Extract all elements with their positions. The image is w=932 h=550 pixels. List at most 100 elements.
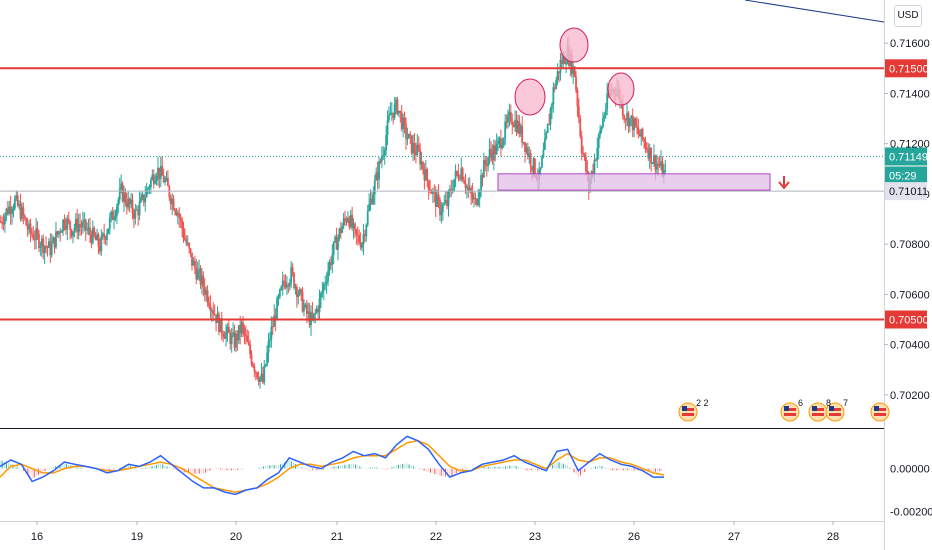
time-tick-label: 22	[430, 531, 442, 543]
candle	[120, 174, 123, 194]
candle	[201, 267, 203, 295]
candle	[365, 223, 368, 242]
candle-body	[242, 322, 244, 328]
candle-body	[117, 199, 120, 207]
candle-body	[585, 156, 587, 172]
candle	[295, 284, 298, 308]
candle	[453, 179, 456, 193]
candle-body	[32, 234, 35, 240]
current-price-tag-bg	[885, 147, 927, 166]
candle-body	[579, 118, 582, 137]
candle	[233, 324, 236, 352]
candle	[322, 282, 325, 301]
candle-body	[349, 214, 352, 227]
candle-body	[53, 237, 56, 248]
candle-body	[440, 212, 443, 216]
flag-stripe	[812, 408, 824, 411]
candle	[341, 223, 344, 234]
candle	[468, 177, 471, 193]
candle-body	[372, 194, 375, 204]
candle-body	[294, 286, 297, 288]
candle	[134, 203, 137, 225]
time-axis[interactable]: 16 19 20 21 22 23 26 27 28	[31, 521, 839, 543]
candle-body	[161, 166, 164, 176]
candle-body	[168, 186, 171, 198]
candle-body	[633, 118, 636, 131]
candle-body	[586, 171, 589, 173]
candle-body	[135, 209, 138, 211]
candle	[572, 60, 575, 84]
candle	[311, 301, 314, 321]
candle-body	[422, 161, 424, 170]
candle	[626, 101, 628, 126]
candle	[298, 286, 301, 297]
candle-body	[101, 233, 104, 236]
candle	[558, 71, 560, 83]
candle	[631, 108, 634, 138]
candle-body	[64, 225, 67, 230]
candle-body	[478, 191, 481, 199]
candle-body	[443, 203, 446, 205]
candle-body	[484, 160, 487, 165]
candle	[213, 304, 216, 316]
flag-stripe	[812, 413, 824, 416]
candle-body	[290, 267, 293, 283]
macd-axis[interactable]: 0.00000 -0.00200	[890, 464, 932, 519]
candle	[189, 247, 192, 258]
candle	[104, 235, 107, 246]
candle	[103, 223, 106, 244]
candle-body	[426, 169, 429, 181]
candle-body	[157, 167, 159, 177]
candle	[655, 154, 658, 174]
candle	[191, 252, 193, 271]
candle	[28, 219, 30, 235]
candle	[218, 311, 220, 336]
candle-body	[504, 121, 507, 139]
candle	[376, 161, 379, 190]
candle-body	[464, 183, 467, 188]
candle-body	[193, 260, 196, 268]
candle	[552, 82, 555, 113]
candle-body	[186, 243, 189, 245]
candle-body	[304, 304, 307, 307]
candle-body	[522, 142, 525, 144]
candle-body	[519, 125, 522, 134]
candle-body	[175, 211, 178, 216]
event-marker	[808, 402, 828, 422]
trend-line	[744, 0, 885, 23]
candle-body	[142, 194, 145, 203]
candle-body	[575, 76, 577, 91]
candle	[324, 275, 327, 291]
candle-body	[131, 199, 134, 213]
currency-button[interactable]: USD	[894, 5, 922, 27]
candle	[492, 139, 495, 171]
candle	[636, 116, 638, 135]
macd-pane[interactable]	[0, 435, 665, 496]
candle	[246, 329, 249, 343]
candle-body	[141, 194, 144, 198]
flag-canton	[812, 406, 817, 411]
candle-body	[321, 290, 324, 294]
candle	[545, 130, 548, 141]
candle-body	[606, 93, 609, 110]
candle-body	[348, 218, 351, 227]
candle	[515, 110, 518, 136]
candle	[100, 229, 103, 256]
candle-body	[73, 228, 76, 232]
price-pane[interactable]	[0, 35, 667, 389]
candle	[509, 104, 512, 125]
candle	[464, 173, 467, 194]
candle	[257, 371, 260, 386]
candle-body	[358, 235, 361, 243]
candle-body	[11, 211, 13, 214]
candle-body	[8, 206, 11, 214]
candle-body	[96, 234, 98, 241]
price-tick-label: 0.70200	[890, 390, 930, 402]
candle-body	[40, 238, 43, 247]
candle-body	[518, 121, 521, 134]
candle-body	[22, 207, 25, 216]
left-shoulder-marker	[514, 78, 546, 116]
candle	[475, 198, 478, 207]
candle-body	[203, 287, 206, 295]
